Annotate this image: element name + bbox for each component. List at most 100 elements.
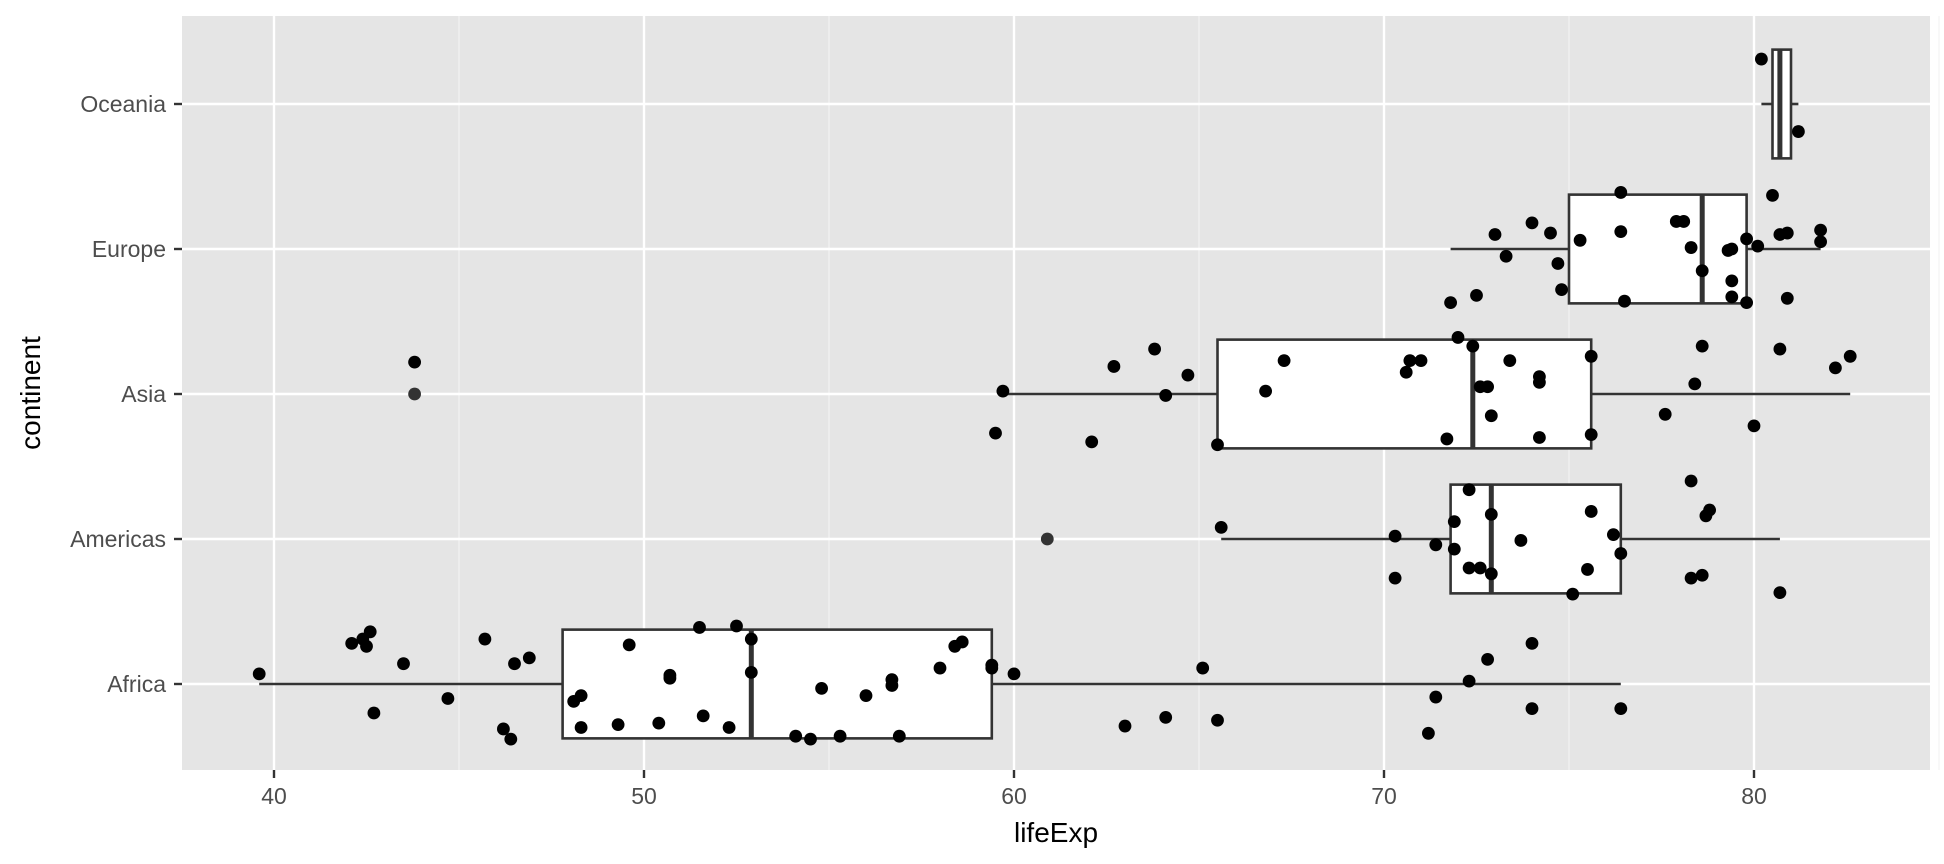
data-point — [441, 692, 455, 705]
data-point — [1462, 483, 1476, 497]
data-point — [345, 637, 359, 650]
data-point — [622, 638, 636, 652]
data-point — [693, 621, 706, 634]
data-point — [1695, 568, 1709, 582]
data-point — [1773, 342, 1787, 356]
data-point — [504, 732, 518, 746]
data-point — [363, 625, 377, 639]
data-point — [744, 666, 758, 679]
data-point — [1499, 249, 1513, 263]
data-point — [955, 635, 969, 649]
data-point — [1429, 538, 1443, 552]
data-point — [1484, 409, 1498, 423]
data-point — [397, 657, 410, 671]
data-point — [1684, 241, 1698, 254]
outlier-point — [408, 387, 421, 401]
data-point — [1780, 226, 1794, 240]
data-point — [1533, 431, 1546, 444]
data-point — [1277, 354, 1291, 368]
y-tick-label: Asia — [121, 381, 166, 407]
y-tick-label: Oceania — [80, 91, 166, 117]
data-point — [1085, 435, 1099, 449]
data-point — [804, 732, 817, 746]
data-point — [1259, 384, 1272, 398]
data-point — [1481, 380, 1494, 394]
data-point — [1658, 407, 1672, 421]
data-point — [1584, 428, 1598, 441]
data-point — [1159, 710, 1173, 724]
y-tick-label: Europe — [92, 236, 166, 262]
data-point — [1751, 239, 1765, 253]
data-point — [696, 709, 710, 723]
data-point — [367, 706, 381, 720]
data-point — [1484, 567, 1498, 581]
data-point — [730, 619, 743, 633]
data-point — [478, 632, 492, 646]
x-tick-label: 60 — [1001, 783, 1027, 809]
data-point — [833, 729, 847, 743]
x-axis: 40 50 60 70 80 — [261, 770, 1767, 809]
data-point — [1725, 274, 1739, 288]
box-europe — [1567, 193, 1748, 305]
data-point — [1780, 291, 1794, 305]
data-point — [1614, 547, 1628, 560]
data-point — [1514, 534, 1528, 547]
data-point — [1451, 331, 1465, 344]
data-point — [1388, 529, 1402, 543]
data-point — [1843, 349, 1857, 363]
data-point — [574, 689, 588, 702]
data-point — [1755, 52, 1768, 66]
data-point — [1607, 528, 1620, 542]
x-axis-title: lifeExp — [1014, 817, 1098, 848]
data-point — [1107, 360, 1121, 373]
data-point — [933, 661, 947, 675]
outlier-point — [1040, 532, 1054, 546]
data-point — [1503, 354, 1517, 368]
data-point — [1555, 283, 1568, 296]
data-point — [1584, 505, 1598, 518]
data-point — [1447, 515, 1461, 528]
data-point — [360, 639, 373, 653]
data-point — [1533, 370, 1546, 383]
data-point — [1544, 226, 1557, 240]
jitter-points — [252, 52, 1857, 746]
data-point — [1444, 296, 1457, 310]
data-point — [1447, 542, 1461, 556]
data-point — [1422, 726, 1435, 740]
data-point — [1211, 713, 1224, 727]
data-point — [1581, 563, 1594, 576]
data-point — [859, 689, 873, 702]
data-point — [985, 661, 999, 675]
data-point — [996, 384, 1010, 398]
data-point — [1473, 561, 1487, 575]
data-point — [1470, 289, 1483, 302]
data-point — [522, 651, 536, 665]
data-point — [1573, 233, 1587, 247]
data-point — [722, 721, 736, 734]
data-point — [1695, 339, 1709, 353]
x-tick-label: 80 — [1741, 783, 1767, 809]
y-tick-label: Africa — [107, 671, 166, 697]
whiskers — [259, 102, 1851, 686]
data-point — [1618, 294, 1631, 308]
data-point — [408, 355, 421, 369]
data-point — [1829, 361, 1842, 375]
data-point — [1740, 232, 1753, 246]
data-point — [574, 721, 588, 734]
data-point — [1429, 690, 1443, 704]
data-point — [1814, 223, 1827, 237]
data-point — [1196, 661, 1210, 675]
data-point — [1725, 290, 1739, 304]
data-point — [744, 632, 758, 646]
data-point — [1766, 188, 1779, 202]
data-point — [1388, 571, 1402, 585]
data-point — [1211, 438, 1224, 452]
data-point — [1214, 521, 1228, 534]
data-point — [1118, 719, 1132, 733]
data-point — [1148, 342, 1161, 356]
data-point — [1688, 377, 1702, 391]
data-point — [1414, 354, 1428, 368]
data-point — [1159, 389, 1173, 402]
data-point — [1684, 571, 1698, 585]
